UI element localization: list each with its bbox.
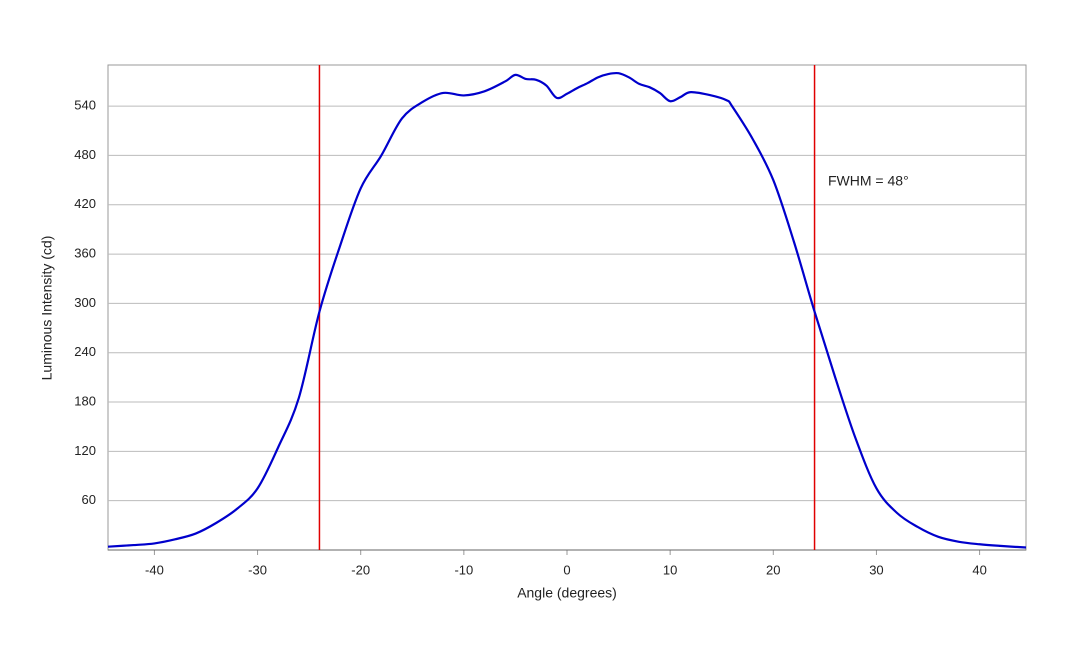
y-tick-label: 180 (74, 393, 96, 408)
x-tick-label: 20 (766, 562, 780, 577)
y-tick-label: 420 (74, 196, 96, 211)
x-tick-label: -10 (454, 562, 473, 577)
y-tick-label: 240 (74, 344, 96, 359)
x-tick-label: -40 (145, 562, 164, 577)
x-tick-label: -30 (248, 562, 267, 577)
y-tick-label: 120 (74, 443, 96, 458)
y-tick-label: 360 (74, 246, 96, 261)
data-line (107, 71, 1027, 549)
x-axis-label: Angle (degrees) (517, 585, 617, 601)
annotation: FWHM = 48° (828, 173, 909, 189)
y-tick-label: 480 (74, 147, 96, 162)
y-tick-label: 300 (74, 295, 96, 310)
x-tick-label: 40 (972, 562, 986, 577)
x-tick-label: 10 (663, 562, 677, 577)
y-axis-label: Luminous Intensity (cd) (39, 236, 55, 381)
y-tick-label: 540 (74, 98, 96, 113)
x-tick-label: 30 (869, 562, 883, 577)
x-tick-label: 0 (563, 562, 570, 577)
x-tick-label: -20 (351, 562, 370, 577)
plot-area (107, 64, 1027, 551)
y-tick-label: 60 (82, 492, 96, 507)
